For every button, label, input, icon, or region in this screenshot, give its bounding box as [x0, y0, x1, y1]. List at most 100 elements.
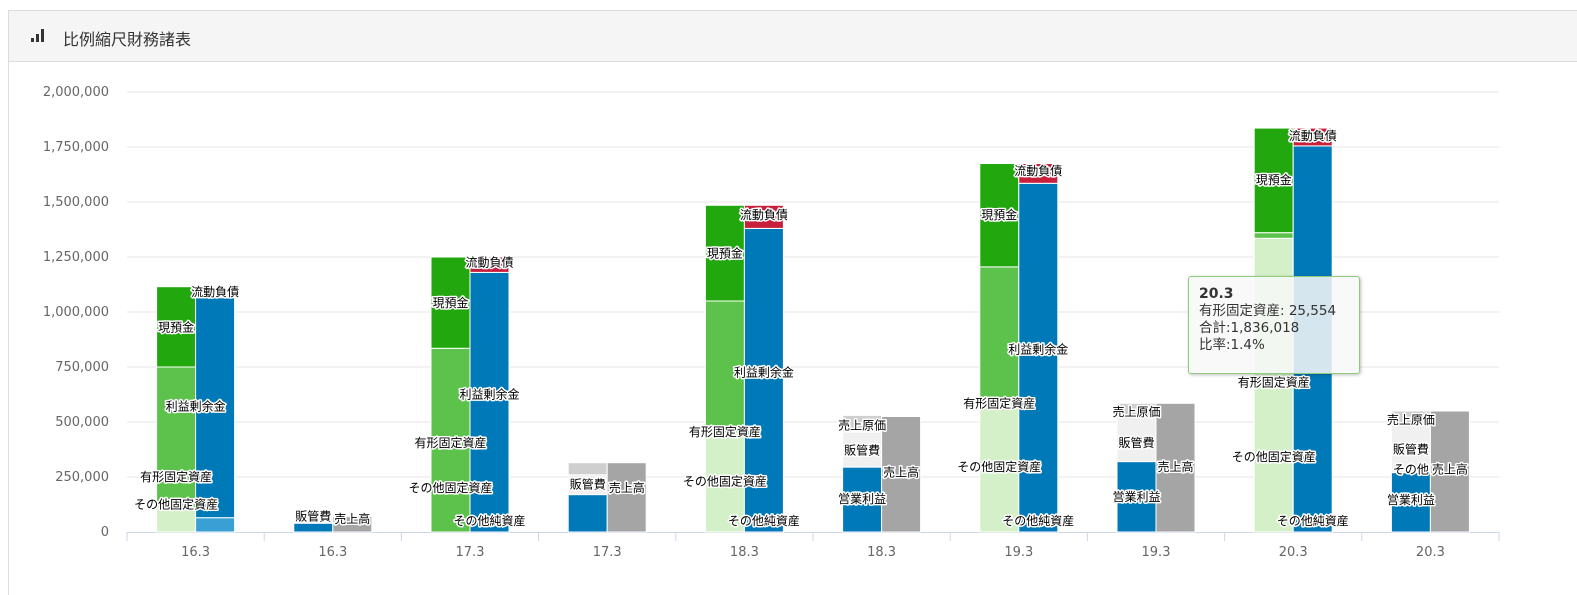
data-label: 有形固定資産 [963, 395, 1035, 410]
x-tick-label: 19.3 [1004, 545, 1033, 560]
liabilities-bar-segment[interactable] [195, 517, 236, 533]
data-label: 現預金 [1256, 172, 1292, 187]
data-label: 販管費 [295, 509, 331, 524]
y-tick-label: 500,000 [55, 415, 109, 430]
data-label: その他純資産 [1002, 513, 1074, 528]
y-tick-label: 1,250,000 [43, 250, 109, 265]
y-tick-label: 1,000,000 [43, 305, 109, 320]
liabilities-bar-segment[interactable] [743, 227, 784, 533]
assets-bar-segment[interactable] [430, 256, 471, 349]
tooltip-title: 20.3 [1199, 286, 1234, 302]
data-label: その他 [1393, 462, 1429, 476]
x-tick-label: 18.3 [730, 545, 759, 560]
costs-bar-segment[interactable] [1390, 472, 1431, 533]
costs-bar-segment[interactable] [567, 494, 608, 533]
data-label: 流動負債 [191, 284, 239, 299]
assets-bar-segment[interactable] [156, 286, 197, 368]
data-label: 現預金 [158, 319, 194, 334]
liabilities-bar-segment[interactable] [1018, 182, 1059, 533]
chart-tooltip: 20.3 有形固定資産: 25,554 合計:1,836,018 比率:1.4% [1188, 276, 1360, 374]
data-label: その他純資産 [453, 513, 525, 528]
data-label: 販管費 [570, 477, 606, 492]
data-label: 販管費 [844, 443, 880, 458]
liabilities-bar-segment[interactable] [743, 204, 784, 229]
assets-bar-segment[interactable] [979, 163, 1020, 268]
data-label: その他固定資産 [408, 480, 492, 495]
liabilities-bar-segment[interactable] [469, 256, 510, 273]
tooltip-series-line: 有形固定資産: 25,554 [1199, 303, 1337, 319]
data-label: その他固定資産 [683, 473, 767, 488]
sales-bar-segment[interactable] [332, 516, 373, 533]
costs-bar-segment[interactable] [1116, 416, 1157, 463]
y-tick-label: 1,500,000 [43, 195, 109, 210]
data-label: 営業利益 [838, 492, 886, 506]
x-tick-label: 18.3 [867, 545, 896, 560]
data-label: 現預金 [432, 295, 468, 310]
assets-bar-segment[interactable] [430, 347, 471, 533]
data-label: 流動負債 [1289, 128, 1337, 143]
x-tick-label: 16.3 [181, 545, 210, 560]
assets-bar-segment[interactable] [1253, 127, 1294, 234]
data-label: 利益剰余金 [734, 365, 794, 380]
assets-bar-segment[interactable] [704, 300, 745, 434]
sales-bar-segment[interactable] [606, 462, 647, 533]
data-label: 有形固定資産 [140, 469, 212, 484]
y-tick-label: 750,000 [55, 360, 109, 375]
data-label: 売上高 [883, 465, 919, 480]
liabilities-bar-segment[interactable] [195, 295, 236, 299]
data-label: 流動負債 [740, 207, 788, 222]
data-label: 現預金 [707, 246, 743, 261]
panel-header: 比例縮尺財務諸表 [9, 11, 1577, 62]
assets-bar-segment[interactable] [1253, 232, 1294, 239]
assets-bar-segment[interactable] [979, 398, 1020, 533]
assets-bar-segment[interactable] [704, 204, 745, 302]
x-tick-label: 16.3 [318, 545, 347, 560]
x-tick-label: 17.3 [593, 545, 622, 560]
data-label: 売上原価 [1387, 412, 1435, 427]
data-label: 利益剰余金 [459, 387, 519, 402]
data-label: 販管費 [1393, 442, 1429, 457]
assets-bar-segment[interactable] [979, 266, 1020, 400]
data-label: 有形固定資産 [689, 424, 761, 439]
tooltip-ratio-line: 比率:1.4% [1199, 337, 1265, 353]
data-label: 流動負債 [1014, 163, 1062, 178]
data-label: 売上原価 [838, 417, 886, 432]
data-label: その他固定資産 [957, 459, 1041, 474]
data-label: 売上高 [334, 511, 370, 526]
data-label: その他純資産 [1277, 513, 1349, 528]
assets-bar-segment[interactable] [156, 366, 197, 509]
data-label: その他純資産 [728, 513, 800, 528]
costs-bar-segment[interactable] [1390, 423, 1431, 474]
data-label: 営業利益 [1112, 490, 1160, 504]
y-tick-label: 250,000 [55, 470, 109, 485]
costs-bar-segment[interactable] [293, 522, 334, 533]
data-label: 流動負債 [465, 255, 513, 270]
panel-title: 比例縮尺財務諸表 [63, 30, 192, 49]
x-tick-label: 17.3 [456, 545, 485, 560]
data-label: 売上高 [1432, 461, 1468, 476]
data-label: 利益剰余金 [1008, 341, 1068, 356]
bar-chart-icon [31, 29, 44, 42]
liabilities-bar-segment[interactable] [1018, 163, 1059, 184]
liabilities-bar-segment[interactable] [1292, 127, 1333, 147]
liabilities-bar-segment[interactable] [195, 297, 236, 519]
costs-bar-segment[interactable] [567, 462, 608, 476]
x-tick-label: 20.3 [1279, 545, 1308, 560]
data-label: 有形固定資産 [414, 435, 486, 450]
data-label: 販管費 [1118, 435, 1154, 450]
sales-bar-segment[interactable] [1155, 402, 1196, 533]
data-label: 営業利益 [1387, 493, 1435, 507]
tooltip-total-line: 合計:1,836,018 [1199, 320, 1300, 336]
x-tick-label: 20.3 [1416, 545, 1445, 560]
data-label: 有形固定資産 [1238, 374, 1310, 389]
y-tick-label: 2,000,000 [43, 85, 109, 100]
data-label: その他固定資産 [134, 497, 218, 512]
sales-bar-segment[interactable] [881, 416, 922, 533]
assets-bar-segment[interactable] [704, 432, 745, 533]
data-label: 売上高 [609, 480, 645, 495]
data-label: 売上高 [1157, 459, 1193, 474]
sales-bar-segment[interactable] [1429, 410, 1470, 533]
y-tick-label: 1,750,000 [43, 140, 109, 155]
costs-bar-segment[interactable] [842, 431, 883, 468]
